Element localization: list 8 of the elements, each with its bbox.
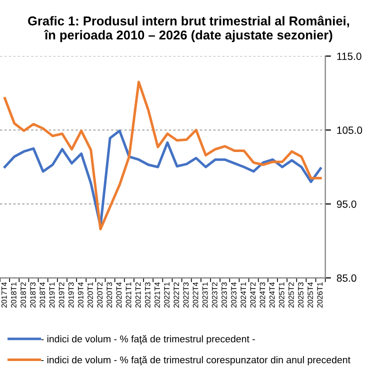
chart-title: Grafic 1: Produsul intern brut trimestrial al României, în perioada 2010 – 2026 (date ajustate sezonier) <box>28 16 350 42</box>
legend-label: - indici de volum - % faţă de trimestrul corespunzator din anul precedent <box>41 356 350 366</box>
legend-label: - indici de volum - % faţă de trimestrul precedent - <box>41 335 255 344</box>
line-series <box>4 80 322 230</box>
y-tick-label: 85.0 <box>336 274 356 282</box>
y-tick-label: 105.0 <box>337 126 362 134</box>
y-tick-label: 95.0 <box>336 200 356 208</box>
y-tick-label: 115.0 <box>337 52 362 60</box>
